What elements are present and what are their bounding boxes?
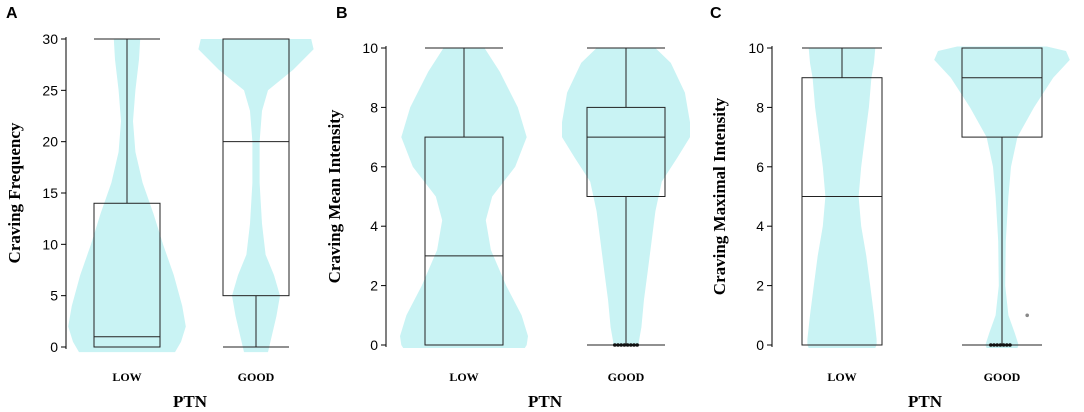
outlier-point — [1025, 313, 1029, 318]
box-good — [961, 47, 1043, 138]
panel-letter: B — [336, 5, 348, 22]
y-tick-label: 6 — [370, 159, 378, 175]
outlier-point — [995, 343, 999, 347]
x-tick-label: GOOD — [238, 370, 275, 384]
y-tick-label: 0 — [370, 337, 378, 353]
outlier-point — [1008, 343, 1012, 347]
panel-b: B 0 2 4 6 8 10 Craving Mean Intensity LOW GOOD PTN — [325, 5, 690, 411]
y-tick-label: 25 — [42, 82, 58, 98]
outlier-point — [632, 343, 636, 347]
y-tick-label: 30 — [42, 31, 58, 47]
x-tick-label: LOW — [112, 370, 141, 384]
box-good — [586, 106, 666, 197]
y-tick-label: 10 — [362, 40, 378, 56]
outlier-point — [992, 343, 996, 347]
y-tick-label: 6 — [756, 159, 764, 175]
violin-low — [807, 48, 877, 348]
outlier-point — [635, 343, 639, 347]
y-tick-label: 8 — [370, 99, 378, 115]
box-low — [801, 77, 883, 346]
y-tick-label: 4 — [370, 218, 378, 234]
x-tick-label: LOW — [827, 370, 856, 384]
outlier-point — [998, 343, 1003, 347]
panel-a: A 0 5 10 15 20 25 30 Craving Frequency LOW GOOD PTN — [5, 5, 314, 411]
x-tick-label: GOOD — [608, 370, 645, 384]
x-tick-label: GOOD — [984, 370, 1021, 384]
box-low — [424, 136, 504, 346]
y-tick-label: 10 — [42, 236, 58, 252]
y-tick-label: 4 — [756, 218, 764, 234]
panel-c: C 0 2 4 6 8 10 Craving Maximal Intensity LOW GOOD… — [710, 5, 1070, 411]
violin-low — [400, 48, 528, 348]
x-axis-label: PTN — [908, 392, 943, 411]
outlier-point — [625, 343, 630, 347]
outlier-point — [613, 343, 617, 347]
x-tick-label: LOW — [449, 370, 478, 384]
x-axis-label: PTN — [528, 392, 563, 411]
outlier-point — [989, 343, 993, 347]
outlier-point — [1001, 343, 1006, 347]
y-axis-label: Craving Mean Intensity — [325, 109, 344, 283]
outlier-point — [616, 343, 620, 347]
box-good — [222, 38, 290, 297]
y-tick-label: 2 — [370, 278, 378, 294]
y-axis-label: Craving Frequency — [5, 122, 24, 263]
panel-letter: A — [6, 5, 18, 22]
x-axis-label: PTN — [173, 392, 208, 411]
outlier-point — [619, 343, 623, 347]
y-axis-label: Craving Maximal Intensity — [710, 97, 729, 295]
outlier-point — [1005, 343, 1009, 347]
y-tick-label: 10 — [748, 40, 764, 56]
y-tick-label: 2 — [756, 278, 764, 294]
outlier-point — [629, 343, 633, 347]
y-tick-label: 20 — [42, 134, 58, 150]
outlier-point — [622, 343, 627, 347]
y-tick-label: 8 — [756, 99, 764, 115]
panel-letter: C — [710, 5, 722, 22]
box-low — [93, 202, 161, 348]
y-tick-label: 15 — [42, 185, 58, 201]
y-tick-label: 0 — [756, 337, 764, 353]
y-tick-label: 5 — [50, 288, 58, 304]
y-tick-label: 0 — [50, 339, 58, 355]
violin-good — [198, 39, 314, 353]
